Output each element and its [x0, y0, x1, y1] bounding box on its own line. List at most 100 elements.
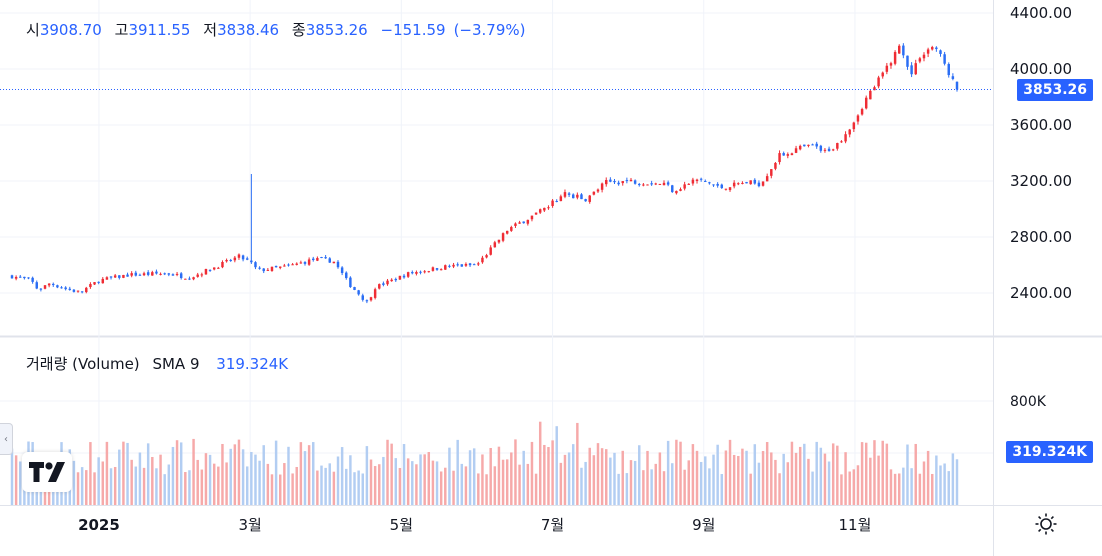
volume-bar — [212, 463, 216, 505]
volume-bar — [241, 449, 245, 505]
volume-bar — [819, 447, 823, 505]
candle-body — [212, 267, 216, 270]
candle-body — [819, 145, 823, 151]
volume-bar — [233, 444, 237, 505]
candle-body — [774, 162, 777, 169]
candle-body — [217, 267, 220, 269]
volume-bar — [312, 442, 315, 505]
candle-body — [889, 63, 893, 66]
candle-body — [365, 300, 369, 302]
candle-body — [687, 183, 691, 185]
volume-bar — [691, 444, 695, 505]
candle-body — [827, 148, 831, 152]
candle-body — [679, 189, 682, 191]
candle-body — [303, 262, 307, 264]
volume-bar — [481, 454, 484, 505]
candle-body — [510, 227, 513, 231]
volume-bar — [778, 473, 781, 505]
volume-bar — [85, 470, 88, 505]
candle-body — [522, 221, 525, 224]
candle-body — [378, 284, 381, 289]
volume-bar — [349, 455, 352, 505]
candle-body — [89, 284, 92, 288]
candle-body — [786, 154, 790, 156]
volume-bar — [720, 474, 724, 505]
volume-bar — [638, 445, 641, 505]
candle-body — [745, 181, 748, 184]
candle-body — [547, 207, 550, 209]
change-value: −151.59 — [380, 21, 446, 39]
candle-body — [204, 268, 208, 275]
volume-bar — [687, 460, 691, 505]
volume-bar — [547, 447, 550, 505]
volume-bar — [378, 464, 381, 505]
candle-body — [233, 257, 237, 261]
volume-bar — [386, 439, 389, 505]
volume-bar — [97, 457, 100, 505]
volume-bar — [283, 463, 286, 505]
candle-body — [794, 148, 798, 153]
candle-body — [427, 271, 431, 273]
candle-body — [283, 265, 286, 267]
candle-body — [56, 285, 59, 288]
volume-bar — [287, 446, 290, 505]
candle-body — [708, 182, 711, 184]
volume-bar — [159, 454, 162, 505]
volume-bar — [757, 462, 761, 505]
close-label: 종 — [291, 21, 306, 39]
volume-bar — [72, 460, 76, 505]
volume-bar — [336, 456, 340, 505]
volume-bar — [567, 452, 571, 505]
candle-body — [76, 290, 80, 292]
candle-body — [724, 188, 728, 190]
open-label: 시 — [26, 21, 40, 39]
candle-body — [134, 272, 138, 276]
volume-title: 거래량 (Volume) — [26, 355, 140, 373]
settings-button[interactable] — [1032, 510, 1060, 538]
volume-bar — [831, 443, 835, 505]
candle-body — [431, 267, 435, 271]
volume-bar — [869, 457, 872, 505]
volume-bar — [138, 452, 142, 505]
volume-bar — [708, 468, 711, 505]
candle-body — [278, 266, 282, 268]
candle-body — [576, 194, 579, 198]
candle-body — [254, 262, 257, 268]
volume-bar — [852, 469, 856, 505]
candle-body — [840, 141, 843, 143]
volume-bar — [943, 463, 946, 505]
volume-bar — [431, 460, 435, 505]
candle-body — [472, 264, 476, 266]
candle-body — [159, 273, 162, 275]
candle-body — [452, 264, 455, 267]
candle-body — [493, 242, 497, 248]
candle-body — [444, 265, 447, 270]
candle-body — [361, 295, 364, 300]
volume-bar — [295, 466, 298, 505]
candle-body — [179, 273, 183, 279]
time-tick-label: 3월 — [238, 516, 261, 534]
volume-bar — [889, 469, 893, 505]
candle-body — [415, 272, 418, 274]
volume-bar — [695, 450, 699, 505]
volume-bar — [303, 451, 307, 505]
volume-bar — [19, 461, 22, 505]
volume-bar — [551, 440, 554, 505]
candle-body — [831, 149, 835, 151]
candle-body — [435, 268, 439, 270]
volume-bar — [803, 443, 806, 505]
volume-bar — [675, 439, 678, 505]
volume-bar — [262, 445, 265, 505]
candle-body — [394, 278, 398, 281]
change-pct-value: (−3.79%) — [453, 21, 526, 39]
candle-body — [184, 278, 187, 280]
volume-bar — [902, 467, 905, 505]
collapse-pane-button[interactable]: ‹ — [0, 423, 13, 455]
tradingview-logo[interactable] — [22, 452, 72, 492]
candle-body — [130, 273, 133, 276]
candle-body — [675, 190, 678, 194]
volume-bar — [683, 469, 686, 505]
candle-body — [671, 185, 674, 192]
candle-body — [662, 182, 666, 186]
